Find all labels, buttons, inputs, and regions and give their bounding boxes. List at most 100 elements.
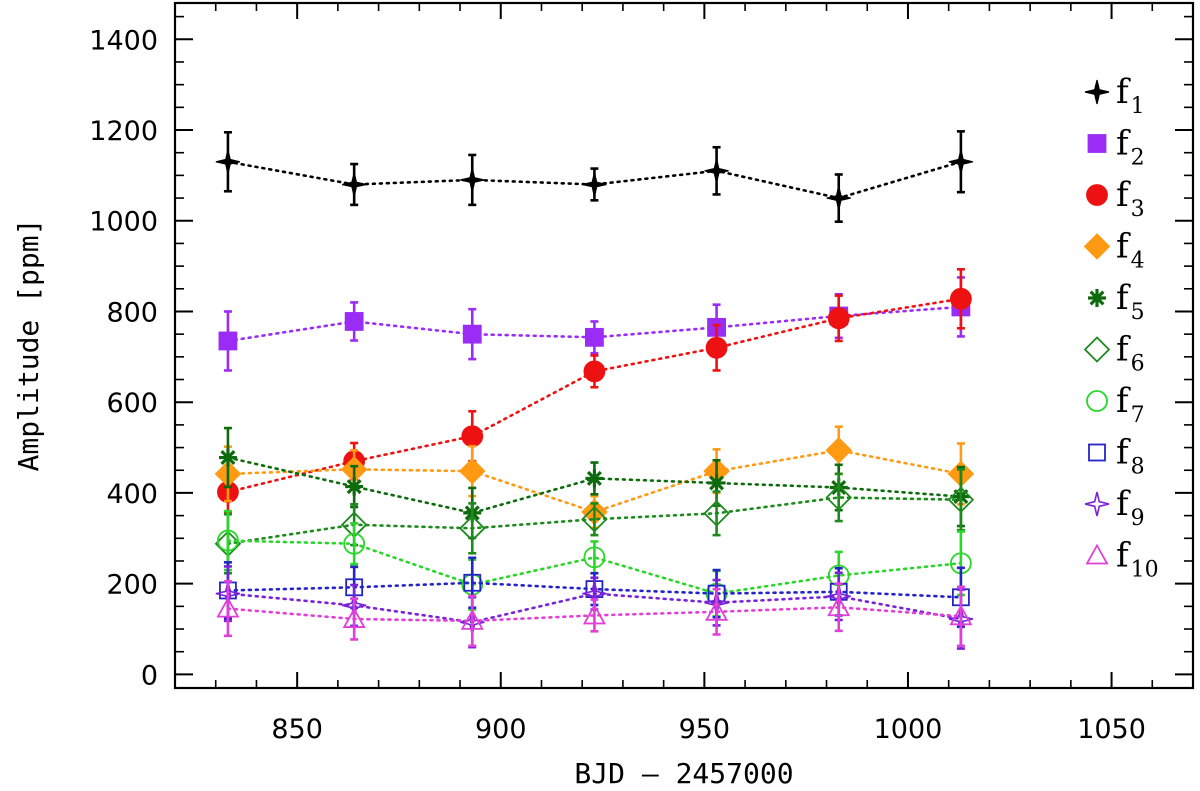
error-bar <box>468 502 477 555</box>
x-tick-label: 900 <box>475 714 527 745</box>
legend-label-sub: 3 <box>1131 197 1145 222</box>
data-point-f2 <box>585 327 604 347</box>
data-point-f1 <box>704 158 729 183</box>
x-tick-label: 950 <box>679 714 731 745</box>
plot-frame <box>173 1 1195 690</box>
error-bar <box>350 597 359 641</box>
data-point-f3 <box>583 360 606 383</box>
y-tick-label: 400 <box>106 479 158 510</box>
legend-label: f8 <box>1116 433 1145 480</box>
data-point-f4 <box>825 437 853 464</box>
data-point-f1 <box>948 149 974 174</box>
data-point-f3 <box>949 287 972 310</box>
data-point-f7 <box>217 529 239 552</box>
data-point-f1 <box>826 185 851 211</box>
legend-label-sub: 4 <box>1131 249 1145 274</box>
data-point-f6 <box>581 505 608 533</box>
data-point-f7 <box>583 546 606 569</box>
y-tick-label: 800 <box>106 297 158 328</box>
data-point-f4 <box>458 457 486 485</box>
legend-label: f5 <box>1116 278 1145 325</box>
data-point-f3 <box>705 336 728 359</box>
data-point-f3 <box>461 425 484 448</box>
legend-item-f9: f9 <box>1084 484 1145 531</box>
error-bar <box>712 587 721 636</box>
legend-label-sub: 5 <box>1131 300 1145 325</box>
y-tick-label: 1000 <box>89 207 158 238</box>
y-axis-title: Amplitude [ppm] <box>12 219 45 472</box>
x-tick-label: 1000 <box>874 714 943 745</box>
data-point-f5 <box>218 448 237 467</box>
data-point-f5 <box>345 477 364 496</box>
data-point-f10 <box>827 595 851 617</box>
legend-label: f1 <box>1116 72 1145 119</box>
legend-label-sub: 7 <box>1131 403 1145 428</box>
series-f10 <box>216 580 973 648</box>
error-bar <box>956 585 965 648</box>
y-tick-label: 1400 <box>89 25 158 56</box>
data-point-f6 <box>703 500 730 527</box>
legend-label-sub: 8 <box>1131 455 1145 480</box>
legend-marker <box>1086 184 1108 206</box>
legend-label-name: f <box>1116 278 1131 318</box>
data-point-f10 <box>705 599 729 621</box>
legend-item-f8: f8 <box>1088 433 1145 480</box>
error-bar <box>468 594 477 648</box>
data-point-f6 <box>825 484 853 511</box>
data-point-f1 <box>215 149 241 174</box>
legend-item-f1: f1 <box>1084 72 1145 119</box>
error-bar <box>590 502 599 537</box>
legend-item-f5: f5 <box>1088 278 1145 325</box>
data-point-f10 <box>216 596 240 618</box>
legend-label-name: f <box>1116 124 1131 164</box>
legend-marker <box>1088 289 1106 307</box>
legend-label: f4 <box>1116 227 1145 274</box>
legend-label: f2 <box>1116 124 1145 171</box>
legend-label-name: f <box>1116 175 1131 215</box>
data-point-f5 <box>707 473 726 492</box>
legend-label-sub: 10 <box>1131 558 1159 583</box>
y-tick-label: 0 <box>141 660 158 691</box>
legend-label-sub: 1 <box>1131 94 1145 119</box>
legend-label-name: f <box>1116 330 1131 370</box>
data-point-f10 <box>582 603 606 625</box>
legend-label: f7 <box>1116 381 1145 428</box>
legend-marker <box>1083 336 1111 363</box>
legend-label-name: f <box>1116 536 1131 576</box>
legend-label-name: f <box>1116 227 1131 267</box>
legend-label-sub: 6 <box>1131 352 1145 377</box>
data-point-f6 <box>458 515 486 542</box>
y-tick-label: 600 <box>106 388 158 419</box>
error-bar <box>834 582 843 633</box>
legend-marker <box>1084 79 1110 105</box>
data-point-f1 <box>342 172 367 197</box>
data-point-f10 <box>460 609 484 630</box>
legend-label-name: f <box>1116 72 1131 112</box>
legend-label-name: f <box>1116 433 1131 473</box>
legend-label: f9 <box>1116 484 1145 531</box>
data-point-f7 <box>343 532 366 555</box>
error-bar <box>223 580 232 638</box>
legend-item-f4: f4 <box>1083 227 1145 274</box>
legend-marker <box>1083 233 1111 260</box>
data-point-f10 <box>949 604 973 626</box>
legend-label-sub: 2 <box>1131 146 1145 171</box>
series-layer <box>214 130 975 650</box>
data-point-f10 <box>342 607 366 628</box>
legend-label-name: f <box>1116 484 1131 524</box>
data-point-f2 <box>344 312 364 331</box>
error-bar <box>956 468 965 532</box>
legend-item-f10: f10 <box>1085 536 1159 583</box>
y-tick-label: 200 <box>106 570 158 601</box>
x-tick-label: 850 <box>271 714 323 745</box>
legend-label: f10 <box>1116 536 1159 583</box>
series-f1 <box>215 130 974 223</box>
legend-label-name: f <box>1116 381 1131 421</box>
legend-marker <box>1085 543 1109 565</box>
data-point-f8 <box>463 573 482 592</box>
x-axis-title: BJD – 2457000 <box>574 757 793 790</box>
data-point-f5 <box>585 469 604 488</box>
data-point-f1 <box>460 167 485 193</box>
